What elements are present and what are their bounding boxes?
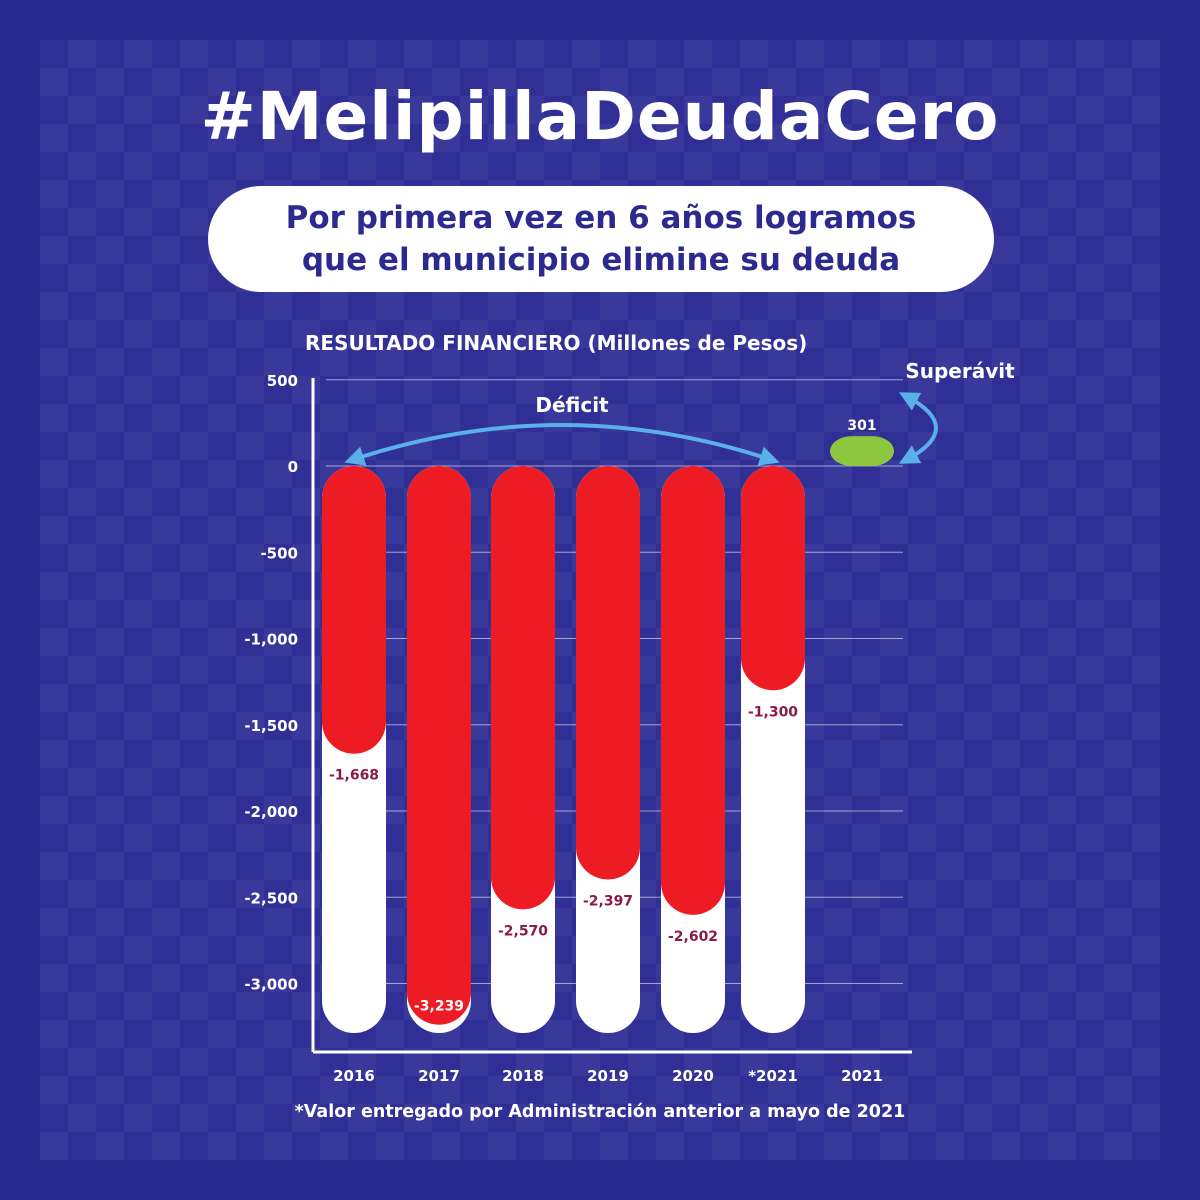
x-tick-label: 2020 [672, 1067, 714, 1085]
chart-title: RESULTADO FINANCIERO (Millones de Pesos) [305, 331, 808, 355]
surplus-arrow [898, 392, 938, 464]
surplus-annotation: Superávit [905, 359, 1015, 383]
bar-2018 [491, 466, 555, 910]
bar-2016 [322, 466, 386, 754]
x-tick-label: *2021 [748, 1067, 798, 1085]
data-label: 301 [847, 418, 876, 434]
x-tick-label: 2021 [841, 1067, 883, 1085]
data-label: -1,300 [748, 704, 798, 720]
bar-2020 [661, 466, 725, 915]
data-label: -3,239 [414, 999, 464, 1015]
y-tick-label: -500 [260, 544, 298, 562]
bar-2021 [830, 436, 894, 466]
deficit-annotation: Déficit [535, 393, 609, 417]
y-tick-label: -3,000 [244, 976, 298, 994]
data-label: -2,397 [583, 893, 633, 909]
footnote: *Valor entregado por Administración ante… [294, 1102, 906, 1122]
deficit-arrow [344, 423, 780, 466]
y-tick-label: -1,500 [244, 717, 298, 735]
x-tick-label: 2016 [333, 1067, 375, 1085]
subtitle-line-1: Por primera vez en 6 años logramos [285, 200, 917, 236]
subtitle-pill: Por primera vez en 6 años logramos que e… [208, 186, 994, 292]
data-label: -1,668 [329, 768, 379, 784]
data-label: -2,570 [498, 923, 548, 939]
bar-est-2021 [741, 466, 805, 691]
y-tick-label: -1,000 [244, 631, 298, 649]
y-tick-label: -2,500 [244, 889, 298, 907]
y-tick-label: 500 [267, 372, 298, 390]
x-tick-label: 2018 [502, 1067, 544, 1085]
y-tick-label: -2,000 [244, 803, 298, 821]
subtitle-line-2: que el municipio elimine su deuda [301, 242, 901, 278]
x-tick-label: 2017 [418, 1067, 460, 1085]
bar-2019 [576, 466, 640, 880]
x-tick-label: 2019 [587, 1067, 629, 1085]
data-label: -2,602 [668, 929, 718, 945]
bar-2017 [407, 466, 471, 1025]
y-tick-label: 0 [288, 458, 298, 476]
hashtag-title: #MelipillaDeudaCero [200, 78, 1000, 155]
